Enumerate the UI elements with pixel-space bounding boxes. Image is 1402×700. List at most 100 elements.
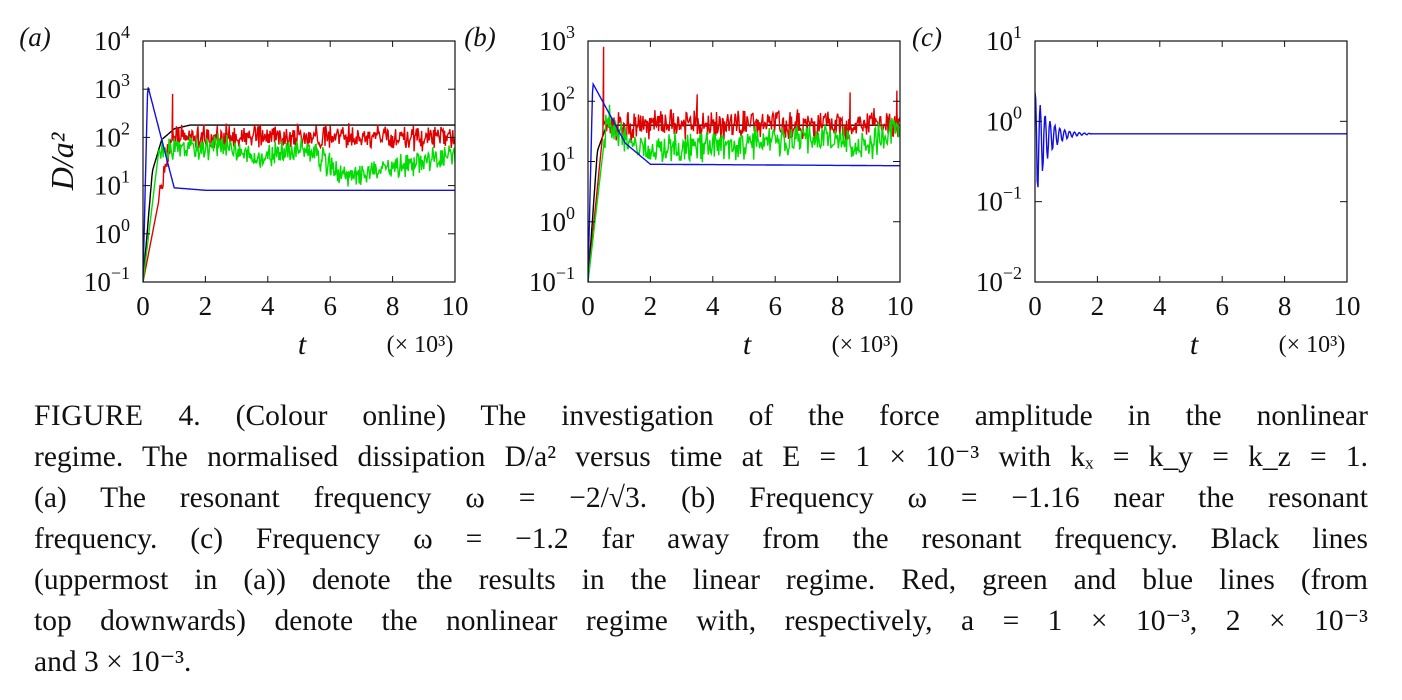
series-line-2	[588, 104, 900, 282]
y-tick-exp: 1	[1013, 22, 1022, 42]
caption-line-5: (uppermost in (a)) denote the results in…	[34, 564, 1368, 596]
y-tick-base: 10	[539, 26, 566, 56]
plot-frame	[1034, 40, 1348, 283]
caption-line-7: and 3 × 10⁻³.	[34, 646, 192, 678]
y-tick-exp: −2	[1003, 263, 1022, 283]
y-tick-label: 100	[986, 102, 1022, 136]
series-line-3	[588, 81, 900, 282]
x-tick-label: 8	[831, 291, 845, 321]
y-tick-base: 10	[539, 147, 566, 177]
y-tick-base: 10	[986, 106, 1013, 136]
x-tick-label: 8	[386, 291, 400, 321]
x-tick-label: 6	[1215, 291, 1229, 321]
y-tick-label: 103	[94, 70, 130, 104]
x-tick-label: 6	[323, 291, 337, 321]
y-tick-label: 102	[94, 118, 130, 152]
y-tick-label: 10−1	[976, 183, 1022, 217]
y-tick-exp: 3	[121, 70, 130, 90]
y-tick-label: 104	[94, 22, 130, 56]
series-group	[1035, 92, 1347, 188]
caption-figure-word: FIGURE	[34, 400, 144, 432]
x-tick-label: 4	[261, 291, 275, 321]
x-tick-label: 0	[581, 291, 595, 321]
y-tick-base: 10	[539, 207, 566, 237]
y-tick-exp: 2	[121, 118, 130, 138]
y-tick-label: 10−1	[84, 263, 130, 297]
x-tick-label: 10	[442, 291, 469, 321]
caption-line-1: FIGURE 4. (Colour online) The investigat…	[34, 396, 1368, 437]
y-tick-base: 10	[976, 267, 1003, 297]
y-tick-label: 10−2	[976, 263, 1022, 297]
y-tick-exp: 1	[121, 167, 130, 187]
y-tick-label: 101	[94, 167, 130, 201]
x-tick-label: 2	[199, 291, 213, 321]
y-tick-exp: 0	[1013, 102, 1022, 122]
caption-line-1-text: 4. (Colour online) The investigation of …	[143, 400, 1368, 432]
y-tick-base: 10	[976, 187, 1003, 217]
series-group	[588, 46, 900, 282]
x-tick-label: 8	[1278, 291, 1292, 321]
series-line-3	[143, 87, 455, 282]
x-axis-label: t	[743, 328, 752, 361]
plot-frame	[587, 40, 901, 283]
panel-label: (c)	[912, 22, 942, 52]
y-tick-label: 100	[94, 215, 130, 249]
y-tick-base: 10	[94, 122, 121, 152]
series-line-0	[143, 124, 455, 282]
y-tick-base: 10	[529, 267, 556, 297]
x-tick-label: 2	[1091, 291, 1105, 321]
caption-line-3: (a) The resonant frequency ω = −2/√3. (b…	[34, 482, 1368, 514]
y-tick-exp: 2	[566, 82, 575, 102]
x-axis-label: t	[1190, 328, 1199, 361]
y-tick-base: 10	[94, 74, 121, 104]
y-tick-base: 10	[84, 267, 111, 297]
series-line-1	[143, 93, 455, 282]
x-tick-label: 0	[1028, 291, 1042, 321]
panel-label: (a)	[19, 22, 50, 52]
y-tick-label: 102	[539, 82, 575, 116]
y-tick-base: 10	[94, 171, 121, 201]
x-tick-label: 0	[136, 291, 150, 321]
y-tick-exp: −1	[1003, 183, 1022, 203]
caption-line-2: regime. The normalised dissipation D/a² …	[34, 441, 1368, 473]
y-tick-base: 10	[94, 219, 121, 249]
y-tick-exp: 3	[566, 22, 575, 42]
y-tick-exp: −1	[111, 263, 130, 283]
y-tick-base: 10	[94, 26, 121, 56]
plot-frame	[142, 40, 456, 283]
y-axis-label: D/a²	[44, 131, 80, 191]
x-tick-label: 4	[706, 291, 720, 321]
x-tick-label: 4	[1153, 291, 1167, 321]
y-tick-base: 10	[986, 26, 1013, 56]
y-tick-label: 10−1	[529, 263, 575, 297]
x-multiplier: (× 10³)	[832, 332, 899, 358]
y-tick-label: 103	[539, 22, 575, 56]
series-line-1	[588, 46, 900, 282]
x-tick-label: 2	[644, 291, 658, 321]
y-tick-exp: 1	[566, 143, 575, 163]
x-multiplier: (× 10³)	[1279, 332, 1346, 358]
x-tick-label: 6	[768, 291, 782, 321]
x-axis-label: t	[298, 328, 307, 361]
y-tick-exp: 4	[121, 22, 130, 42]
y-tick-exp: −1	[556, 263, 575, 283]
caption-line-6: top downwards) denote the nonlinear regi…	[34, 605, 1368, 637]
panel-label: (b)	[464, 22, 495, 52]
y-tick-label: 101	[986, 22, 1022, 56]
figure-caption: FIGURE 4. (Colour online) The investigat…	[34, 396, 1368, 683]
series-group	[143, 87, 455, 282]
y-tick-base: 10	[539, 86, 566, 116]
caption-line-4: frequency. (c) Frequency ω = −1.2 far aw…	[34, 523, 1368, 555]
y-tick-label: 101	[539, 143, 575, 177]
y-tick-label: 100	[539, 203, 575, 237]
series-line-0	[1035, 92, 1347, 188]
x-multiplier: (× 10³)	[387, 332, 454, 358]
y-tick-exp: 0	[566, 203, 575, 223]
series-line-2	[143, 133, 455, 282]
y-tick-exp: 0	[121, 215, 130, 235]
x-tick-label: 10	[887, 291, 914, 321]
